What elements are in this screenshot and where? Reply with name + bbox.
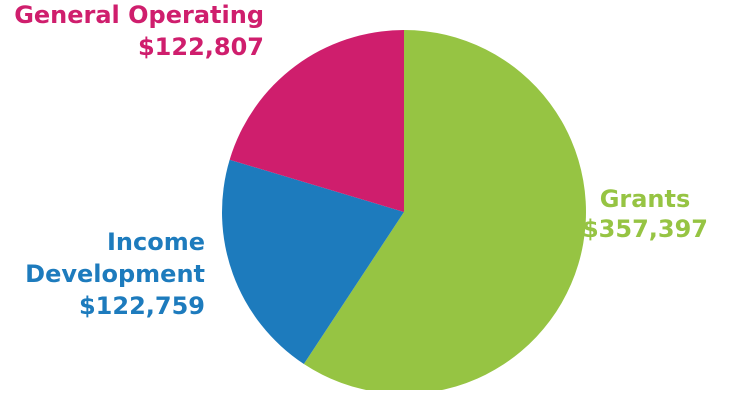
slice-name-label: Income (107, 228, 205, 256)
slice-name-label: Grants (600, 185, 691, 213)
slice-value-label: $122,759 (79, 292, 205, 320)
slice-name-label: Development (25, 260, 205, 288)
slice-name-label: General Operating (14, 1, 264, 29)
slice-value-label: $122,807 (138, 33, 264, 61)
pie-slice-income-development (222, 159, 404, 364)
slice-value-label: $357,397 (582, 215, 708, 243)
pie-slice-grants (303, 30, 586, 394)
pie-slice-general-operating (229, 30, 404, 212)
labels-layer: Grants$357,397 Income Development $122,759 G… (14, 1, 708, 320)
slices-layer (222, 30, 586, 394)
